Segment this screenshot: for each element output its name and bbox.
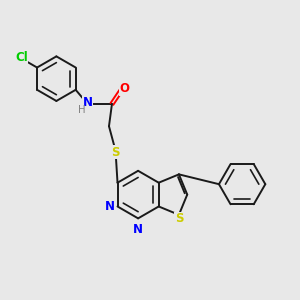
Text: H: H <box>79 105 86 115</box>
Text: N: N <box>82 96 93 109</box>
Text: N: N <box>133 223 143 236</box>
Text: N: N <box>104 200 115 213</box>
Text: S: S <box>111 146 120 159</box>
Text: O: O <box>120 82 130 95</box>
Text: Cl: Cl <box>15 51 28 64</box>
Text: S: S <box>175 212 183 226</box>
